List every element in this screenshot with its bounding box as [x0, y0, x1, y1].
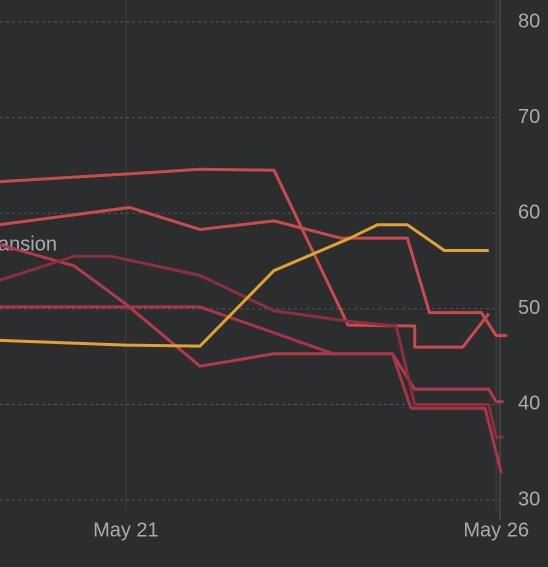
y-tick-label: 80: [518, 10, 540, 32]
series-line: [0, 305, 503, 474]
x-tick-label: May 26: [463, 519, 529, 541]
y-tick-label: 70: [518, 106, 540, 128]
series-line: [0, 167, 490, 349]
y-tick-label: 30: [518, 488, 540, 510]
y-tick-label: 50: [518, 297, 540, 319]
y-tick-label: 40: [518, 393, 540, 415]
series-line: [0, 254, 504, 439]
y-tick-label: 60: [518, 202, 540, 224]
series-line: [0, 205, 508, 338]
x-tick-label: May 21: [93, 519, 159, 541]
series-line: [0, 223, 489, 348]
